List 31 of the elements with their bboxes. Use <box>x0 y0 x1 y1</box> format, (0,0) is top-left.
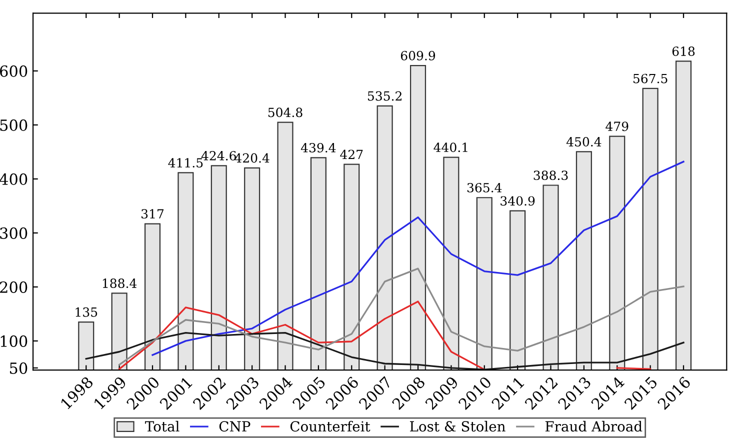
legend-label: Lost & Stolen <box>410 420 506 432</box>
legend-label: Total <box>145 420 180 432</box>
legend-label: CNP <box>219 421 250 432</box>
legend-label: Counterfeit <box>290 420 370 432</box>
data-label: 439.4 <box>300 143 336 152</box>
y-tick-label: 600 <box>0 65 28 77</box>
data-label: 188.4 <box>102 278 137 288</box>
data-label: 365.4 <box>467 182 502 192</box>
data-label: 479 <box>606 122 628 132</box>
y-tick-label: 500 <box>0 119 28 131</box>
data-label: 317 <box>142 209 164 219</box>
data-label: 609.9 <box>400 50 436 60</box>
y-tick-label: 100 <box>0 335 28 347</box>
data-label: 420.4 <box>234 153 270 163</box>
line-series <box>85 332 684 370</box>
data-label: 567.5 <box>633 74 668 84</box>
y-tick-label: 300 <box>0 227 28 239</box>
data-label: 388.3 <box>534 170 568 180</box>
data-label: 411.5 <box>168 158 203 168</box>
data-label: 424.6 <box>201 150 236 160</box>
y-tick-label: 50 <box>10 362 28 374</box>
data-label: 135 <box>76 307 98 317</box>
data-label: 504.8 <box>268 108 302 118</box>
legend-label: Fraud Abroad <box>545 420 642 432</box>
data-label: 427 <box>340 150 363 159</box>
data-label: 450.4 <box>566 137 602 147</box>
data-label: 440.1 <box>434 142 468 152</box>
data-label: 535.2 <box>368 91 402 101</box>
y-tick-label: 200 <box>0 281 28 293</box>
data-label: 618 <box>672 46 695 56</box>
data-label: 340.9 <box>500 196 535 206</box>
